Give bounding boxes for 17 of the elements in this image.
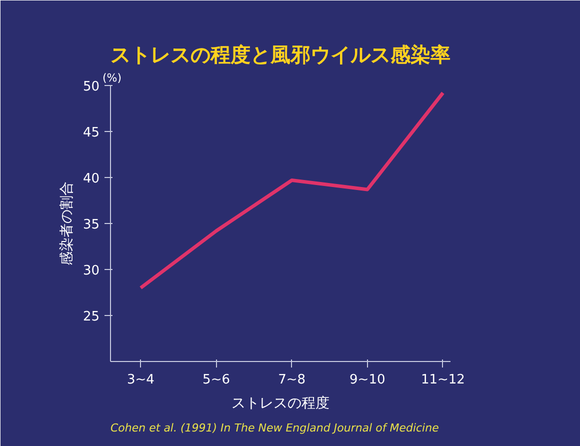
x-tick-label: 9~10 bbox=[350, 372, 386, 388]
x-tick-label: 7~8 bbox=[278, 372, 306, 388]
y-tick-label: 30 bbox=[82, 264, 100, 278]
x-tick-label: 11~12 bbox=[420, 372, 465, 388]
y-tick-label: 45 bbox=[82, 126, 100, 140]
text: (%) bbox=[102, 72, 122, 84]
x-axis-title: ストレスの程度 bbox=[232, 396, 330, 412]
y-tick-label: 35 bbox=[82, 218, 100, 232]
y-tick-label: 25 bbox=[82, 310, 100, 324]
line-series bbox=[138, 91, 445, 290]
text: Cohen et al. (1991) In The New England Journal of Medicine bbox=[110, 422, 440, 434]
x-tick-label: 3~4 bbox=[127, 372, 154, 388]
chart-title: ストレスの程度と風邪ウイルス感染率 bbox=[110, 42, 450, 66]
y-axis-title: 感染者の割合 bbox=[58, 182, 75, 266]
y-tick-label: 50 bbox=[82, 80, 100, 94]
y-tick-label: 40 bbox=[82, 172, 100, 186]
x-tick-label: 5~6 bbox=[202, 372, 230, 388]
